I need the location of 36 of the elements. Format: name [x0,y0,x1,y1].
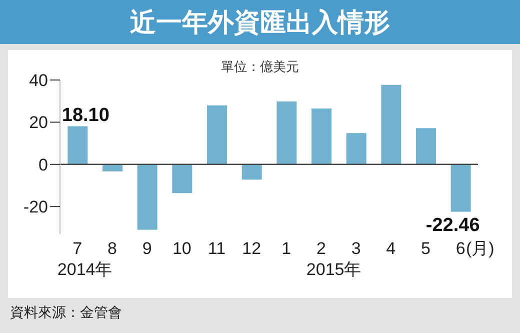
x-tick-label: 4 [386,239,396,258]
text: 2014年 [57,259,112,281]
x-tick-label: 11 [208,239,226,258]
y-tick-label: 40 [29,71,48,90]
x-tick-label: 1 [282,239,292,258]
x-tick-label: 9 [142,239,152,258]
bar [450,164,471,212]
text: 2015年 [306,259,362,281]
x-tick-label: 10 [172,239,192,258]
x-axis-title: (月) [466,238,494,260]
bar [416,128,436,164]
x-tick-label: 6 [456,239,466,258]
bar [242,164,262,180]
bar [68,126,88,164]
bar [311,108,332,164]
data-label: -22.46 [426,214,480,236]
bar [206,105,227,164]
bar [381,84,402,164]
x-tick-label: 3 [351,239,361,258]
x-tick-label: 5 [421,239,430,258]
bar [346,133,366,164]
bar [137,164,158,230]
bar [102,164,122,172]
y-tick-label: -20 [23,198,48,217]
bar [276,102,297,164]
x-tick-label: 2 [316,239,326,258]
data-label: 18.10 [62,105,110,126]
chart-subtitle: 單位：億美元 [221,59,299,74]
y-tick-label: 20 [29,113,48,132]
x-tick-label: 12 [242,239,262,258]
chart-title: 近一年外資匯出入情形 [0,0,520,44]
bar [172,164,192,194]
x-tick-label: 8 [108,239,117,258]
y-tick-label: 0 [38,155,48,174]
source-note: 資料來源：金管會 [10,304,122,322]
x-tick-label: 7 [72,239,82,258]
